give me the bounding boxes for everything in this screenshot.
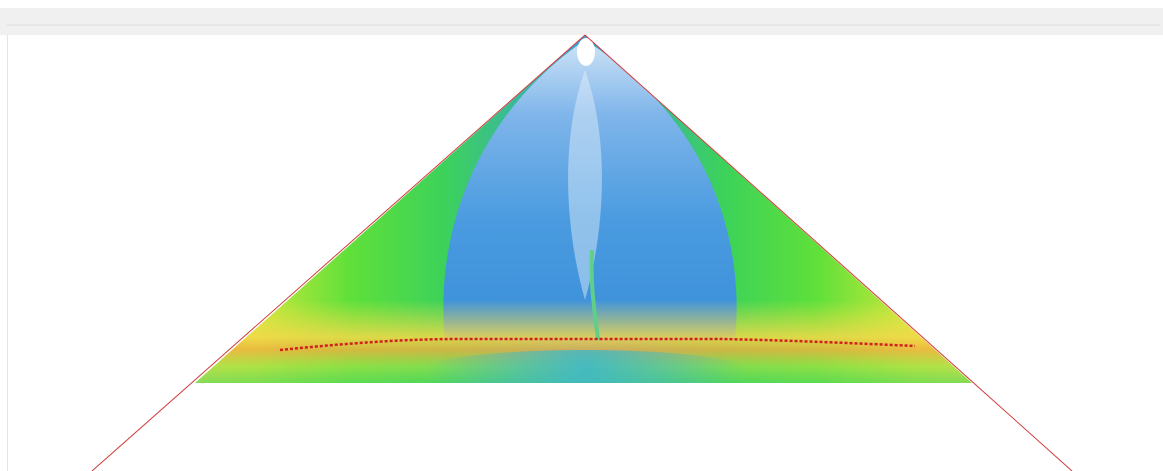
toolbar	[0, 8, 1163, 35]
bottom-blue	[415, 350, 755, 394]
swath-image	[195, 35, 972, 394]
swath-view	[0, 0, 1163, 471]
viewer-window	[0, 0, 1163, 471]
